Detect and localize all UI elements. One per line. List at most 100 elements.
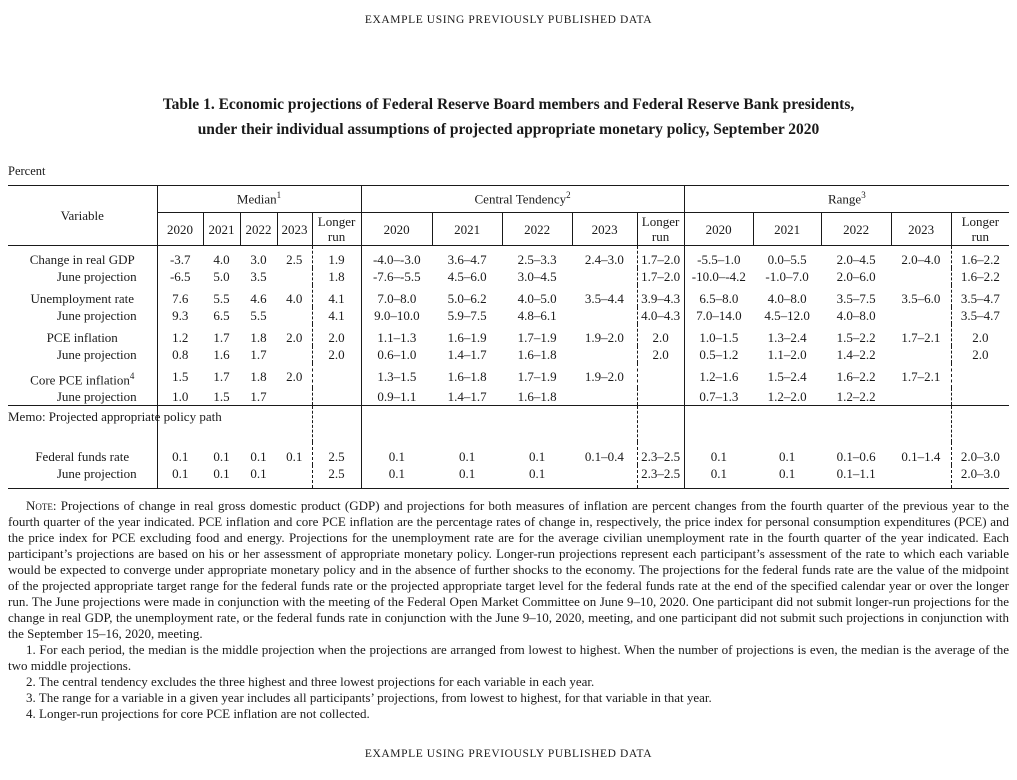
cell-central-2023: 1.9–2.0 [584,369,624,384]
cell-central-2021 [432,405,503,442]
row-label: Memo: Projected appropriate policy path [8,405,222,442]
cell-range-2020: 6.5–8.0 [683,285,754,307]
cell-median-2022: 0.1 [250,448,267,464]
cell-range-2023 [891,464,952,489]
cell-range-2021: 1.2–2.0 [767,389,807,405]
note-label: Note: [26,497,57,513]
cell-median-longer-run: 4.1 [311,285,362,307]
cell-median-longer-run: 2.0 [311,346,362,363]
cell-median-2023: 2.0 [286,369,303,384]
col-header-range: Range3 [683,185,1010,213]
cell-median-2022: 3.0 [250,252,267,267]
cell-median-2022: 1.8 [250,369,267,384]
cell-median-2020: 1.0 [156,388,203,406]
cell-range-2021 [753,405,822,442]
cell-median-2020: 1.2 [156,324,203,346]
cell-central-longer-run: 1.7–2.0 [636,245,685,268]
cell-range-longer-run: 3.5–4.7 [950,307,1010,324]
cell-central-2023 [572,307,637,324]
header-section-row: Variable Median1 Central Tendency2 Range… [8,185,1010,246]
footnote-1: 1. For each period, the median is the mi… [8,641,1009,673]
header-year-row: 2020 2021 2022 2023 Longer run 2020 2021… [8,212,1010,246]
cell-range-2020: 0.1 [683,441,754,465]
table-row: Federal funds rate 0.1 0.1 0.1 0.1 2.5 0.1 0.1 0… [8,441,1010,465]
cell-median-longer-run: 1.9 [311,245,362,268]
cell-median-2023: 2.5 [286,252,303,267]
cell-central-2022: 1.7–1.9 [517,330,557,345]
col-header-central-2020: 2020 [360,212,433,246]
cell-central-longer-run: 4.0–4.3 [636,307,685,324]
cell-range-2020: -5.5–1.0 [683,245,754,268]
cell-median-2022 [240,405,277,442]
cell-median-2021: 0.1 [203,464,240,489]
cell-central-longer-run [636,388,685,406]
col-header-central-2021: 2021 [431,212,503,246]
row-label: Unemployment rate [30,291,135,306]
cell-median-2023 [277,464,312,489]
cell-range-longer-run: 2.0 [950,324,1010,346]
cell-central-2020: 0.1 [360,464,433,489]
col-header-central-tendency: Central Tendency2 [360,185,685,213]
cell-range-2020: 1.0–1.5 [683,324,754,346]
cell-range-2022: 0.1–1.1 [821,464,892,489]
cell-median-2021: 4.0 [213,252,230,267]
col-header-median-longer-run: Longer run [311,212,362,246]
cell-median-2021: 6.5 [213,308,230,323]
cell-median-2020: 1.5 [156,363,203,389]
col-header-range-longer-run: Longer run [950,212,1010,246]
cell-median-2020: -3.7 [156,245,203,268]
cell-range-2022: 1.5–2.2 [836,330,876,345]
cell-median-2022: 1.7 [250,389,267,405]
cell-median-2023 [277,268,312,285]
cell-median-2022: 3.5 [250,269,267,284]
col-header-median-2023: 2023 [276,212,312,246]
cell-central-2022: 0.1 [528,448,546,464]
range-footnote-ref: 3 [861,190,866,201]
median-footnote-ref: 1 [276,190,282,201]
cell-range-2022: 4.0–8.0 [836,308,876,323]
cell-median-2022: 5.5 [250,308,267,323]
cell-central-longer-run: 3.9–4.3 [636,285,685,307]
cell-median-longer-run [311,405,362,442]
cell-range-2021: 0.0–5.5 [767,252,807,267]
central-tendency-label: Central Tendency [474,191,567,207]
cell-range-2023: 0.1–1.4 [901,448,941,464]
table-title-line2: under their individual assumptions of pr… [197,121,820,138]
cell-median-2021: 5.0 [213,269,230,284]
cell-central-2023 [572,464,638,489]
cell-central-longer-run [636,363,685,389]
row-label: Federal funds rate [35,448,130,464]
cell-central-2023 [572,346,637,363]
cell-central-longer-run: 1.7–2.0 [636,268,685,285]
cell-central-2022: 1.7–1.9 [517,369,557,384]
footnote-3: 3. The range for a variable in a given y… [26,689,712,705]
cell-central-longer-run: 2.0 [636,324,685,346]
projections-table-body: Change in real GDP -3.7 4.0 3.0 2.5 1.9 -4.0–-… [8,245,1010,489]
cell-median-2020: 0.1 [156,441,203,465]
cell-median-2021 [203,405,240,442]
cell-central-2022: 4.0–5.0 [517,291,557,306]
cell-central-2020: 9.0–10.0 [360,307,433,324]
cell-central-2021: 4.5–6.0 [447,269,487,284]
cell-central-2022 [502,405,573,442]
cell-median-2023: 2.0 [286,330,303,345]
cell-median-2020: 0.1 [156,464,203,489]
col-header-range-2020: 2020 [683,212,754,246]
cell-range-longer-run: 1.6–2.2 [950,268,1010,285]
cell-median-2021: 1.6 [213,347,230,362]
cell-range-2023: 2.0–4.0 [901,252,941,267]
cell-range-longer-run [950,405,1010,442]
cell-range-2023: 1.7–2.1 [901,330,941,345]
table-row: June projection 1.0 1.5 1.7 0.9–1.1 1.4–1.7 1.… [8,388,1010,406]
cell-central-2021: 0.1 [432,464,503,489]
cell-median-longer-run: 1.8 [311,268,362,285]
cell-range-2021: 4.5–12.0 [764,308,810,323]
cell-central-2023 [572,388,637,406]
cell-range-longer-run [950,363,1010,389]
cell-central-2023 [572,268,637,285]
col-header-median-2022: 2022 [239,212,277,246]
cell-range-2023 [891,388,951,406]
cell-median-longer-run [311,363,362,389]
cell-median-2021: 5.5 [213,291,230,306]
cell-median-2023 [277,405,312,442]
